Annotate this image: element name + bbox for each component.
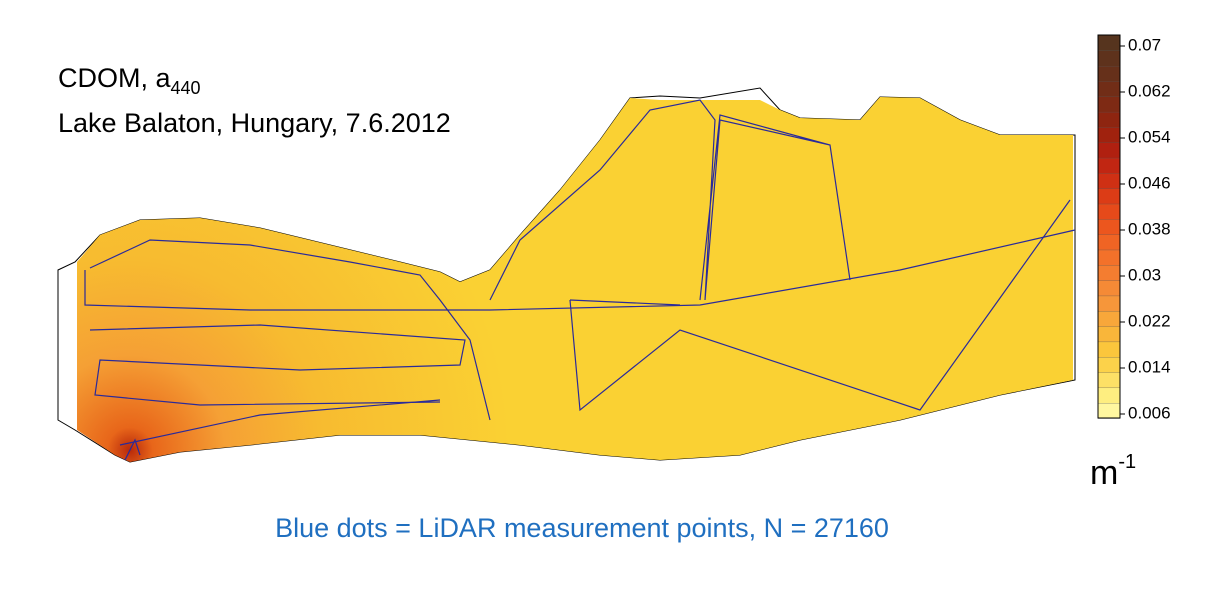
colorbar-band bbox=[1097, 142, 1121, 159]
colorbar-band bbox=[1097, 310, 1121, 327]
colorbar-band bbox=[1097, 80, 1121, 97]
colorbar-tick-label: 0.022 bbox=[1128, 311, 1171, 330]
title: CDOM, a440 bbox=[58, 63, 201, 98]
colorbar-tick-label: 0.014 bbox=[1128, 357, 1171, 376]
colorbar-tick-label: 0.07 bbox=[1128, 35, 1161, 54]
colorbar-band bbox=[1097, 218, 1121, 235]
colorbar-band bbox=[1097, 188, 1121, 205]
lake-surface bbox=[77, 97, 1073, 462]
colorbar-tick-label: 0.054 bbox=[1128, 127, 1171, 146]
colorbar-band bbox=[1097, 157, 1121, 174]
title-subscript: 440 bbox=[171, 78, 201, 98]
colorbar-band bbox=[1097, 34, 1121, 51]
colorbar-tick-label: 0.038 bbox=[1128, 219, 1171, 238]
colorbar-band bbox=[1097, 295, 1121, 312]
lidar-tracks bbox=[84, 99, 1076, 461]
colorbar-band bbox=[1097, 249, 1121, 266]
colorbar-tick-label: 0.046 bbox=[1128, 173, 1171, 192]
colorbar-band bbox=[1097, 264, 1121, 281]
subtitle: Lake Balaton, Hungary, 7.6.2012 bbox=[58, 108, 451, 138]
colorbar-tick-label: 0.006 bbox=[1128, 403, 1171, 422]
colorbar-band bbox=[1097, 50, 1121, 67]
unit-superscript: -1 bbox=[1118, 451, 1136, 473]
title-text: CDOM, a bbox=[58, 63, 171, 93]
colorbar-ticks: 0.07 0.062 0.054 0.046 0.038 0.03 0.022 0.014 0.… bbox=[1120, 35, 1171, 422]
colorbar-band bbox=[1097, 126, 1121, 143]
colorbar-band bbox=[1097, 356, 1121, 373]
colorbar-band bbox=[1097, 65, 1121, 82]
unit-text: m bbox=[1090, 454, 1118, 492]
colorbar-band bbox=[1097, 402, 1121, 419]
caption: Blue dots = LiDAR measurement points, N … bbox=[275, 513, 889, 543]
colorbar-band bbox=[1097, 172, 1121, 189]
colorbar-band bbox=[1097, 371, 1121, 389]
colorbar-band bbox=[1097, 387, 1121, 404]
colorbar-bands bbox=[1097, 34, 1121, 419]
colorbar-band bbox=[1097, 279, 1121, 297]
colorbar-band bbox=[1097, 111, 1121, 128]
colorbar-tick-label: 0.062 bbox=[1128, 81, 1171, 100]
colorbar-band bbox=[1097, 96, 1121, 113]
unit: m-1 bbox=[1090, 451, 1136, 492]
colorbar-frame bbox=[1097, 34, 1121, 419]
colorbar-band bbox=[1097, 325, 1121, 343]
colorbar-band bbox=[1097, 203, 1121, 220]
colorbar-band bbox=[1097, 341, 1121, 358]
colorbar-tick-label: 0.03 bbox=[1128, 265, 1161, 284]
colorbar-band bbox=[1097, 234, 1121, 251]
